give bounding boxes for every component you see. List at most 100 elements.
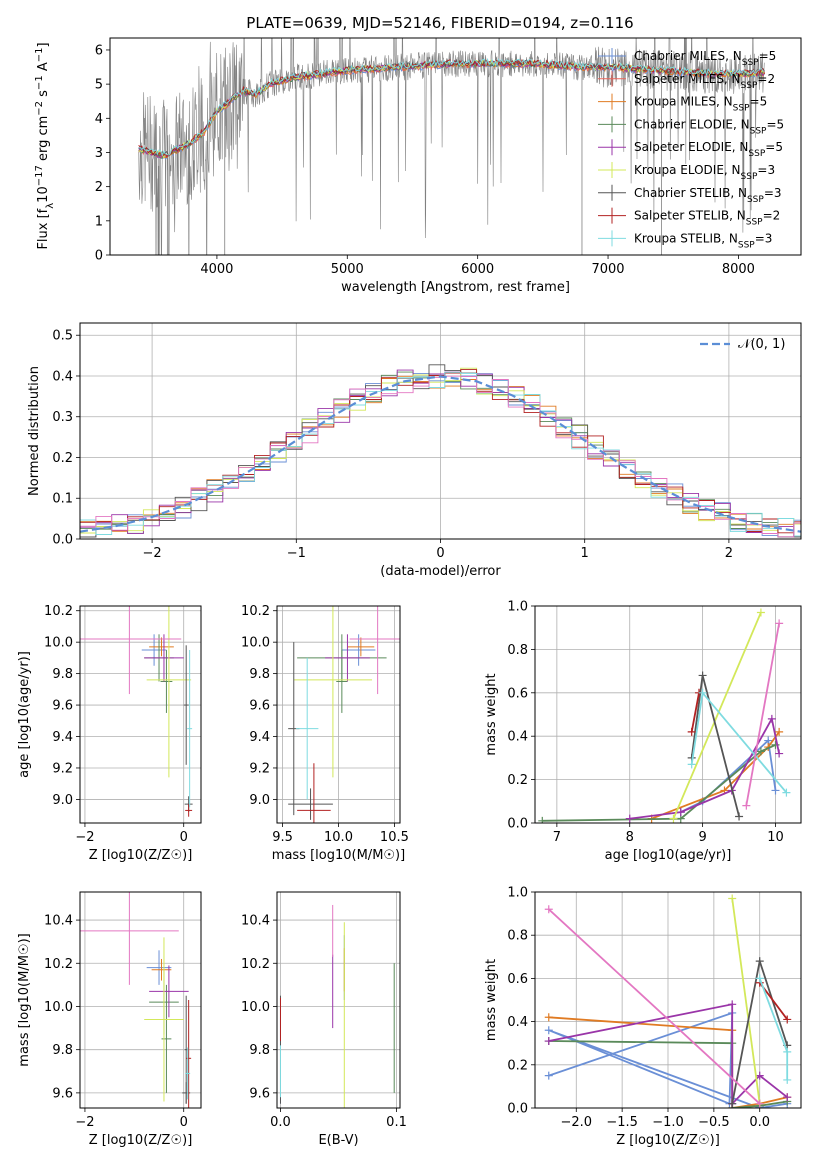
y-axis-label-part: −2 (34, 101, 45, 116)
mass-weight-series-line (731, 898, 761, 1104)
y-axis-label: mass weight (484, 959, 499, 1041)
mass-weight-series-line (542, 744, 776, 822)
residual-histogram (80, 364, 801, 538)
x-tick-label: 2 (725, 546, 733, 561)
y-axis-label-part: erg cm (36, 116, 51, 165)
y-axis-label-part: −17 (34, 165, 45, 186)
age_vs_Z-axes: −2 0 9.0 9.2 9.4 9.6 9.8 10.0 10.2 Z [log10(Z/Z☉)… (17, 604, 202, 863)
y-tick-label: 10.4 (241, 914, 270, 929)
y-tick-label: 10.4 (44, 914, 73, 929)
legend-name: Kroupa ELODIE, N (634, 163, 741, 177)
y-tick-label: 0.4 (507, 730, 528, 745)
x-tick-label: 7 (553, 830, 561, 845)
legend-n: =3 (764, 186, 782, 200)
x-tick-label: 10.5 (380, 830, 409, 845)
x-tick-label: 0 (180, 1115, 188, 1130)
mass-weight-series-line (548, 1040, 788, 1108)
x-tick-label: −1.0 (652, 1115, 684, 1130)
y-tick-label: 9.6 (52, 1086, 73, 1101)
y-axis-label: age [log10(age/yr)] (17, 651, 32, 778)
mass_vs_ebv-plot-area (279, 904, 395, 1108)
x-axis-label: Z [log10(Z/Z☉)] (89, 848, 193, 863)
legend-sub: SSP (733, 104, 750, 114)
mass-weight-marker (783, 1075, 792, 1084)
x-tick-label: 1 (581, 546, 589, 561)
y-tick-label: 9.8 (52, 1043, 73, 1058)
y-tick-label: 10.0 (241, 636, 270, 651)
y-tick-label: 5 (95, 78, 103, 93)
mass-weight-marker (756, 747, 765, 756)
mass-weight-marker (544, 905, 553, 914)
legend-n: =2 (763, 209, 781, 223)
y-tick-label: 0.8 (507, 929, 528, 944)
legend-entry: Kroupa STELIB, NSSP=3 (634, 231, 772, 250)
mass-weight-marker (676, 808, 685, 817)
axes-frame (109, 37, 802, 256)
legend-n: =5 (759, 49, 777, 63)
legend-name: Salpeter MILES, N (634, 72, 741, 86)
mass-weight-series-line (548, 908, 761, 1105)
x-axis-label: mass [log10(M/M☉)] (272, 848, 405, 863)
mass-weight-marker (687, 727, 696, 736)
y-tick-label: 9.6 (249, 699, 270, 714)
legend-sub: SSP (741, 172, 758, 182)
residuals-axes: −2 −1 0 1 2 0.0 0.1 0.2 0.3 0.4 0.5 (data-model)/er… (27, 322, 802, 579)
y-tick-label: 4 (95, 112, 103, 127)
y-tick-label: 0.2 (507, 1058, 528, 1073)
legend-n: =5 (750, 95, 768, 109)
residual-histogram (80, 371, 801, 537)
y-tick-label: 0.8 (507, 643, 528, 658)
mass-weight-marker (767, 714, 776, 723)
mass-weight-series-line (651, 731, 780, 820)
y-tick-label: 0.6 (507, 972, 528, 987)
y-tick-label: 0.0 (52, 533, 73, 548)
observed-spectrum-line (138, 38, 765, 255)
axes-frame (79, 605, 202, 824)
y-axis-label-part: λ (45, 203, 56, 209)
legend-n: =3 (755, 231, 773, 245)
mass-weight-marker (755, 1099, 764, 1108)
y-axis-label-part: ] (36, 42, 51, 47)
x-tick-label: 9 (698, 830, 706, 845)
age_vs_Z-plot-area (80, 606, 193, 817)
mass-weight-marker (544, 1026, 553, 1035)
y-tick-label: 10.2 (44, 604, 73, 619)
mass-weight-marker (756, 608, 765, 617)
x-tick-label: 0 (180, 830, 188, 845)
legend-sub: SSP (748, 149, 765, 159)
x-tick-label: 10 (767, 830, 784, 845)
x-tick-label: 4000 (200, 262, 233, 277)
x-tick-label: 0.1 (386, 1115, 407, 1130)
mass-weight-marker (771, 786, 780, 795)
y-tick-label: 0.0 (507, 1102, 528, 1117)
legend-n: =2 (757, 72, 775, 86)
y-tick-label: 10.2 (241, 604, 270, 619)
legend-name: Kroupa MILES, N (634, 95, 733, 109)
y-tick-label: 0.6 (507, 686, 528, 701)
x-tick-label: 0.0 (270, 1115, 291, 1130)
mass-weight-marker (728, 1099, 737, 1108)
mass-weight-series-line (629, 716, 780, 820)
x-tick-label: −0.5 (698, 1115, 730, 1130)
mass-weight-series-line (548, 1011, 788, 1108)
weight_vs_Z-plot-area (544, 894, 792, 1108)
axes-frame (79, 891, 202, 1109)
mass-weight-marker (775, 727, 784, 736)
mass-weight-marker (775, 619, 784, 628)
y-tick-label: 9.6 (52, 699, 73, 714)
weight_vs_age-axes: 7 8 9 10 0.0 0.2 0.4 0.6 0.8 1.0 age [log10(age/yr… (484, 600, 802, 863)
mass-weight-marker (728, 894, 737, 903)
legend-n: =5 (765, 140, 783, 154)
y-tick-label: 10.2 (241, 957, 270, 972)
x-tick-label: 6000 (461, 262, 494, 277)
x-axis-label: Z [log10(Z/Z☉)] (616, 1133, 720, 1148)
y-tick-label: 9.0 (249, 793, 270, 808)
mass-weight-marker (544, 1071, 553, 1080)
legend-name: Chabrier ELODIE, N (634, 117, 750, 131)
y-axis-label: Flux [fλ10−17 erg cm−2 s−1 A−1] (34, 42, 56, 249)
mass_vs_ebv-axes: 0.0 0.1 9.6 9.8 10.0 10.2 10.4 E(B-V) (241, 891, 407, 1148)
legend-entry: Salpeter STELIB, NSSP=2 (634, 209, 780, 228)
mass-weight-marker (783, 1015, 792, 1024)
legend-sub: SSP (741, 81, 758, 91)
y-tick-label: 0.3 (52, 410, 73, 425)
